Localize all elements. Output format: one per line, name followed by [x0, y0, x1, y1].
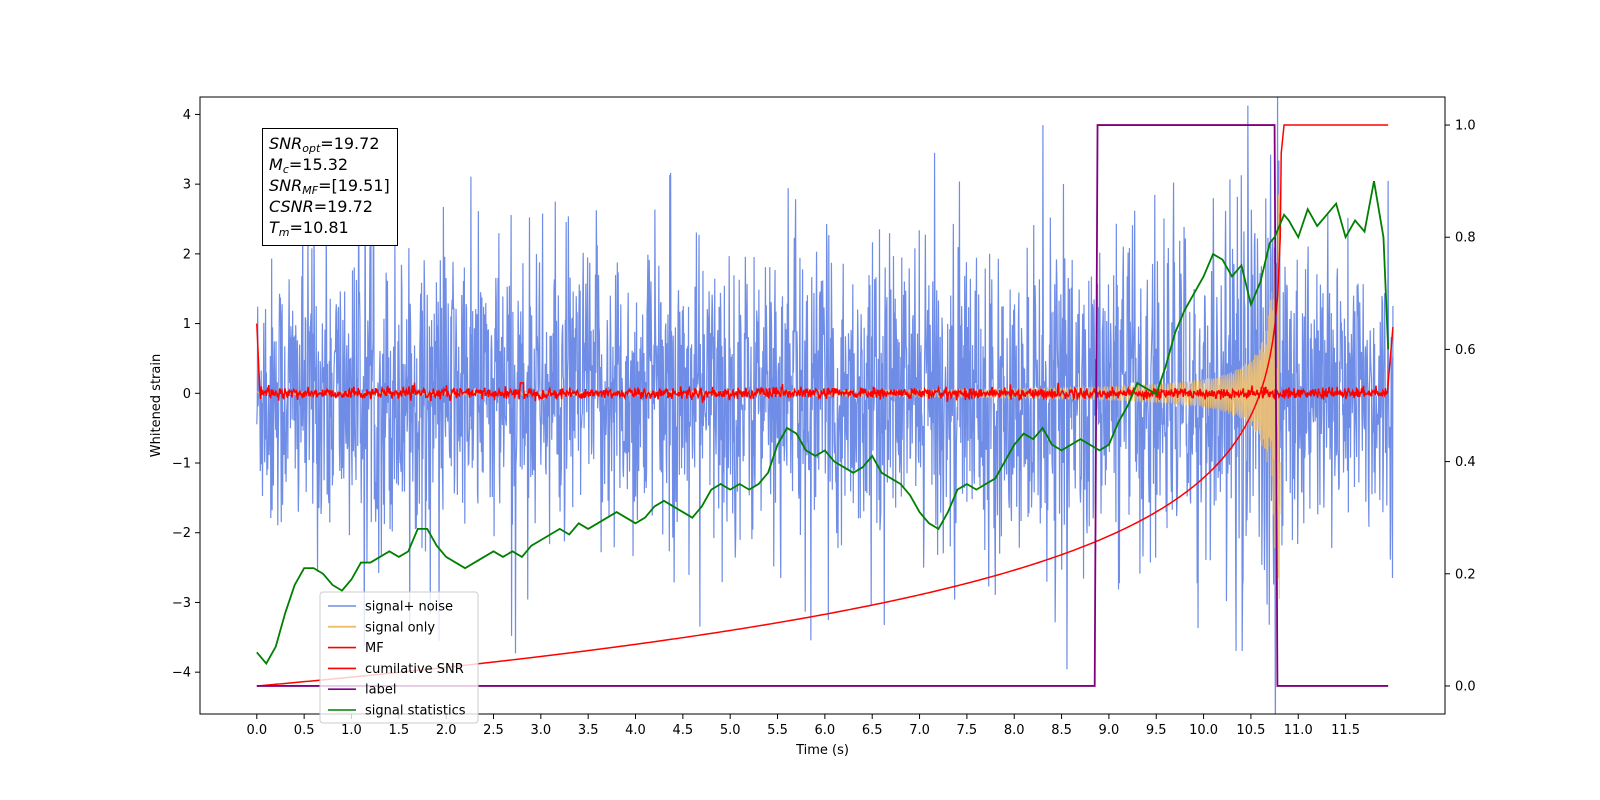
series-mf: [256, 323, 1394, 403]
legend-entry-label: signal statistics: [365, 704, 466, 719]
annotation-line-snr-opt: SNRopt=19.72: [269, 134, 380, 155]
stats-annotation-box: SNRopt=19.72 Mc=15.32 SNRMF=[19.51] CSNR…: [262, 128, 398, 246]
y-right-tick-label: 0.4: [1455, 455, 1476, 470]
x-tick-label: 11.0: [1284, 723, 1313, 738]
y-right-tick-label: 1.0: [1455, 119, 1476, 134]
x-tick-label: 9.5: [1146, 723, 1167, 738]
y-tick-label: 0: [183, 387, 191, 402]
legend-entry-label: MF: [365, 641, 384, 656]
x-tick-label: 2.5: [483, 723, 504, 738]
legend-entry-label: signal only: [365, 620, 435, 635]
legend-entry-label: label: [365, 683, 396, 698]
legend-box: [319, 591, 479, 724]
y-right-tick-label: 0.0: [1455, 679, 1476, 694]
y-tick-label: −1: [172, 457, 191, 472]
x-tick-label: 10.0: [1189, 723, 1218, 738]
axes-frame: [199, 96, 1446, 715]
annotation-line-tm: Tm=10.81: [269, 218, 349, 239]
series-label: [256, 124, 1389, 687]
x-tick-label: 4.5: [673, 723, 694, 738]
y-tick-label: 3: [183, 178, 191, 193]
x-tick-label: 5.5: [767, 723, 788, 738]
x-tick-label: 7.0: [909, 723, 930, 738]
legend-entry-label: cumilative SNR: [365, 662, 464, 677]
x-tick-label: 1.0: [341, 723, 362, 738]
axes: 0.0 0.5 1.0 1.5 2.0 2.5 3.0 3.5 4.0 4.5 5.0 5.5 6.0 6…: [149, 96, 1476, 758]
y-tick-label: −4: [172, 666, 191, 681]
legend-entry-label: signal+ noise: [365, 600, 453, 615]
y-tick-label: −3: [172, 596, 191, 611]
x-tick-label: 2.0: [436, 723, 457, 738]
x-tick-label: 9.0: [1099, 723, 1120, 738]
series-signal-noise: [256, 97, 1394, 714]
x-tick-label: 0.0: [246, 723, 267, 738]
x-tick-label: 10.5: [1236, 723, 1265, 738]
annotation-line-snr-mf: SNRMF=[19.51]: [269, 176, 390, 197]
x-tick-label: 6.0: [815, 723, 836, 738]
y-right-tick-label: 0.6: [1455, 343, 1476, 358]
x-tick-label: 7.5: [957, 723, 978, 738]
x-tick-label: 11.5: [1331, 723, 1360, 738]
x-tick-label: 0.5: [294, 723, 315, 738]
x-tick-label: 5.0: [720, 723, 741, 738]
y-right-tick-label: 0.8: [1455, 231, 1476, 246]
x-tick-label: 3.5: [578, 723, 599, 738]
x-tick-label: 1.5: [388, 723, 409, 738]
x-tick-label: 8.0: [1004, 723, 1025, 738]
x-tick-label: 6.5: [862, 723, 883, 738]
x-axis-label: Time (s): [795, 743, 849, 758]
y-tick-label: 1: [183, 317, 191, 332]
y-axis-label: Whitened strain: [149, 354, 164, 457]
series-signal-statistics: [256, 180, 1390, 666]
y-tick-label: −2: [172, 526, 191, 541]
annotation-line-csnr: CSNR=19.72: [269, 197, 373, 216]
x-tick-label: 8.5: [1051, 723, 1072, 738]
x-tick-label: 4.0: [625, 723, 646, 738]
x-tick-label: 3.0: [530, 723, 551, 738]
legend: signal+ noise signal only MF cumilative SNR…: [319, 591, 479, 724]
y-tick-label: 2: [183, 247, 191, 262]
y-right-tick-label: 0.2: [1455, 567, 1476, 582]
annotation-line-mc: Mc=15.32: [269, 155, 349, 176]
y-tick-label: 4: [183, 108, 191, 123]
